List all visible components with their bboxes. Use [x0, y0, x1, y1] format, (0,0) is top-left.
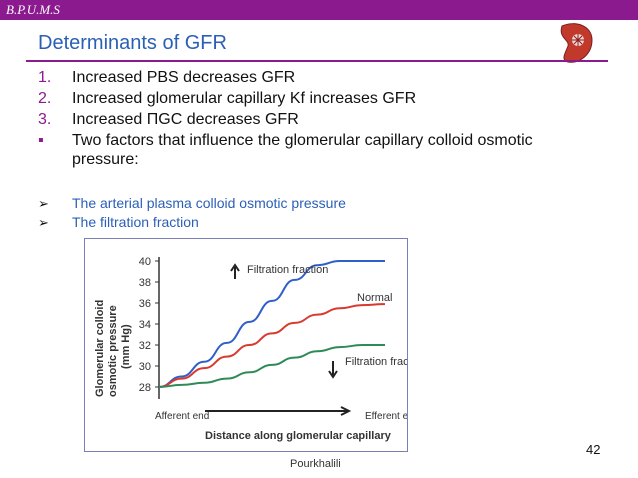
annotation-filtration-down: Filtration fraction [345, 356, 407, 368]
distance-arrow-icon [205, 406, 352, 416]
y-tick-label: 32 [139, 340, 151, 352]
sub-list-item: ➢ The filtration fraction [38, 213, 558, 232]
list-item: 1. Increased PBS decreases GFR [38, 68, 598, 87]
top-bar: B.P.U.M.S [0, 0, 638, 20]
arrow-bullet-icon: ➢ [38, 215, 49, 230]
slide-title: Determinants of GFR [38, 32, 227, 54]
osmotic-pressure-chart: 28 30 32 34 36 38 40 Glomerular colloid osmoti… [94, 256, 426, 442]
y-tick-group: 28 30 32 34 36 38 40 [139, 256, 159, 394]
series-line-2 [158, 344, 385, 388]
list-item-text: Two factors that influence the glomerula… [72, 132, 533, 168]
list-marker: 3. [38, 111, 52, 128]
y-tick-label: 28 [139, 382, 151, 394]
sub-list: ➢ The arterial plasma colloid osmotic pr… [38, 194, 558, 232]
chart-figure: 28 30 32 34 36 38 40 Glomerular colloid osmoti… [84, 238, 426, 452]
y-axis-label-line2: osmotic pressure [107, 305, 119, 397]
y-tick-label: 30 [139, 361, 151, 373]
arrow-bullet-icon: ➢ [38, 196, 49, 211]
kidney-logo-icon [560, 23, 593, 63]
list-marker: 1. [38, 69, 52, 86]
sub-list-item-text: The filtration fraction [72, 214, 199, 230]
main-list: 1. Increased PBS decreases GFR 2. Increa… [38, 68, 598, 171]
y-axis-label: Glomerular colloid [94, 300, 106, 397]
list-bullet: ▪ [38, 132, 44, 149]
list-item-text: Increased glomerular capillary Kf increa… [72, 90, 417, 107]
title-divider [26, 60, 608, 62]
x-axis-label: Distance along glomerular capillary [205, 430, 392, 442]
arrow-up-icon [230, 263, 240, 279]
list-item-text: Increased PBS decreases GFR [72, 69, 296, 86]
list-marker: 2. [38, 90, 52, 107]
list-item: 2. Increased glomerular capillary Kf inc… [38, 89, 598, 108]
y-tick-label: 38 [139, 277, 151, 289]
x-tick-afferent: Afferent end [155, 411, 209, 422]
annotation-filtration-up: Filtration fraction [247, 264, 328, 276]
sub-list-item-text: The arterial plasma colloid osmotic pres… [72, 195, 346, 211]
list-item: ▪ Two factors that influence the glomeru… [38, 131, 598, 169]
x-tick-efferent: Efferent end [365, 411, 407, 422]
list-item: 3. Increased ΠGC decreases GFR [38, 110, 598, 129]
series-line-1 [158, 303, 386, 388]
y-tick-label: 34 [139, 319, 151, 331]
sub-list-item: ➢ The arterial plasma colloid osmotic pr… [38, 194, 558, 213]
list-item-text: Increased ΠGC decreases GFR [72, 111, 299, 128]
brand-label: B.P.U.M.S [6, 2, 60, 17]
author-footer: Pourkhalili [290, 458, 341, 470]
arrow-down-icon [328, 361, 338, 379]
y-tick-label: 40 [139, 256, 151, 268]
y-axis-label-line3: (mm Hg) [120, 324, 132, 369]
series-line-0 [158, 260, 385, 388]
series-group [158, 260, 386, 388]
page-number: 42 [586, 442, 601, 457]
annotation-normal: Normal [357, 292, 392, 304]
y-tick-label: 36 [139, 298, 151, 310]
